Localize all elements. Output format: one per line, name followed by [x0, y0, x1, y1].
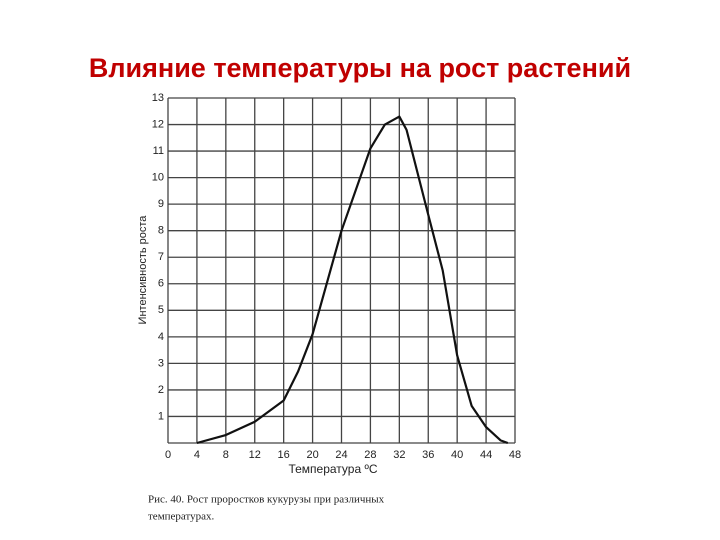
x-tick-label: 8: [223, 449, 229, 461]
x-tick-label: 0: [165, 449, 171, 461]
y-tick-label: 3: [158, 357, 164, 369]
y-tick-label: 7: [158, 251, 164, 263]
y-tick-label: 13: [152, 92, 164, 104]
x-tick-label: 24: [335, 449, 347, 461]
y-tick-label: 10: [152, 172, 164, 184]
y-tick-label: 9: [158, 198, 164, 210]
caption-line: температурах.: [148, 511, 215, 523]
y-tick-label: 2: [158, 384, 164, 396]
slide-title: Влияние температуры на рост растений: [89, 53, 631, 83]
x-tick-label: 32: [393, 449, 405, 461]
x-tick-label: 44: [480, 449, 492, 461]
x-tick-label: 12: [249, 449, 261, 461]
y-tick-label: 8: [158, 225, 164, 237]
x-tick-label: 28: [364, 449, 376, 461]
y-tick-label: 1: [158, 410, 164, 422]
x-axis-title: Температура ºС: [288, 462, 377, 476]
y-tick-label: 6: [158, 278, 164, 290]
x-tick-label: 36: [422, 449, 434, 461]
x-tick-label: 20: [306, 449, 318, 461]
y-tick-label: 12: [152, 118, 164, 130]
data-line: [196, 115, 509, 445]
y-tick-label: 5: [158, 304, 164, 316]
y-axis-title: Интенсивность роста: [137, 215, 149, 325]
x-tick-label: 16: [278, 449, 290, 461]
x-tick-label: 4: [194, 449, 200, 461]
x-tick-label: 40: [451, 449, 463, 461]
y-tick-label: 4: [158, 331, 164, 343]
caption-line: Рис. 40. Рост проростков кукурузы при ра…: [148, 494, 385, 506]
x-tick-label: 48: [509, 449, 521, 461]
y-tick-label: 11: [153, 145, 164, 157]
